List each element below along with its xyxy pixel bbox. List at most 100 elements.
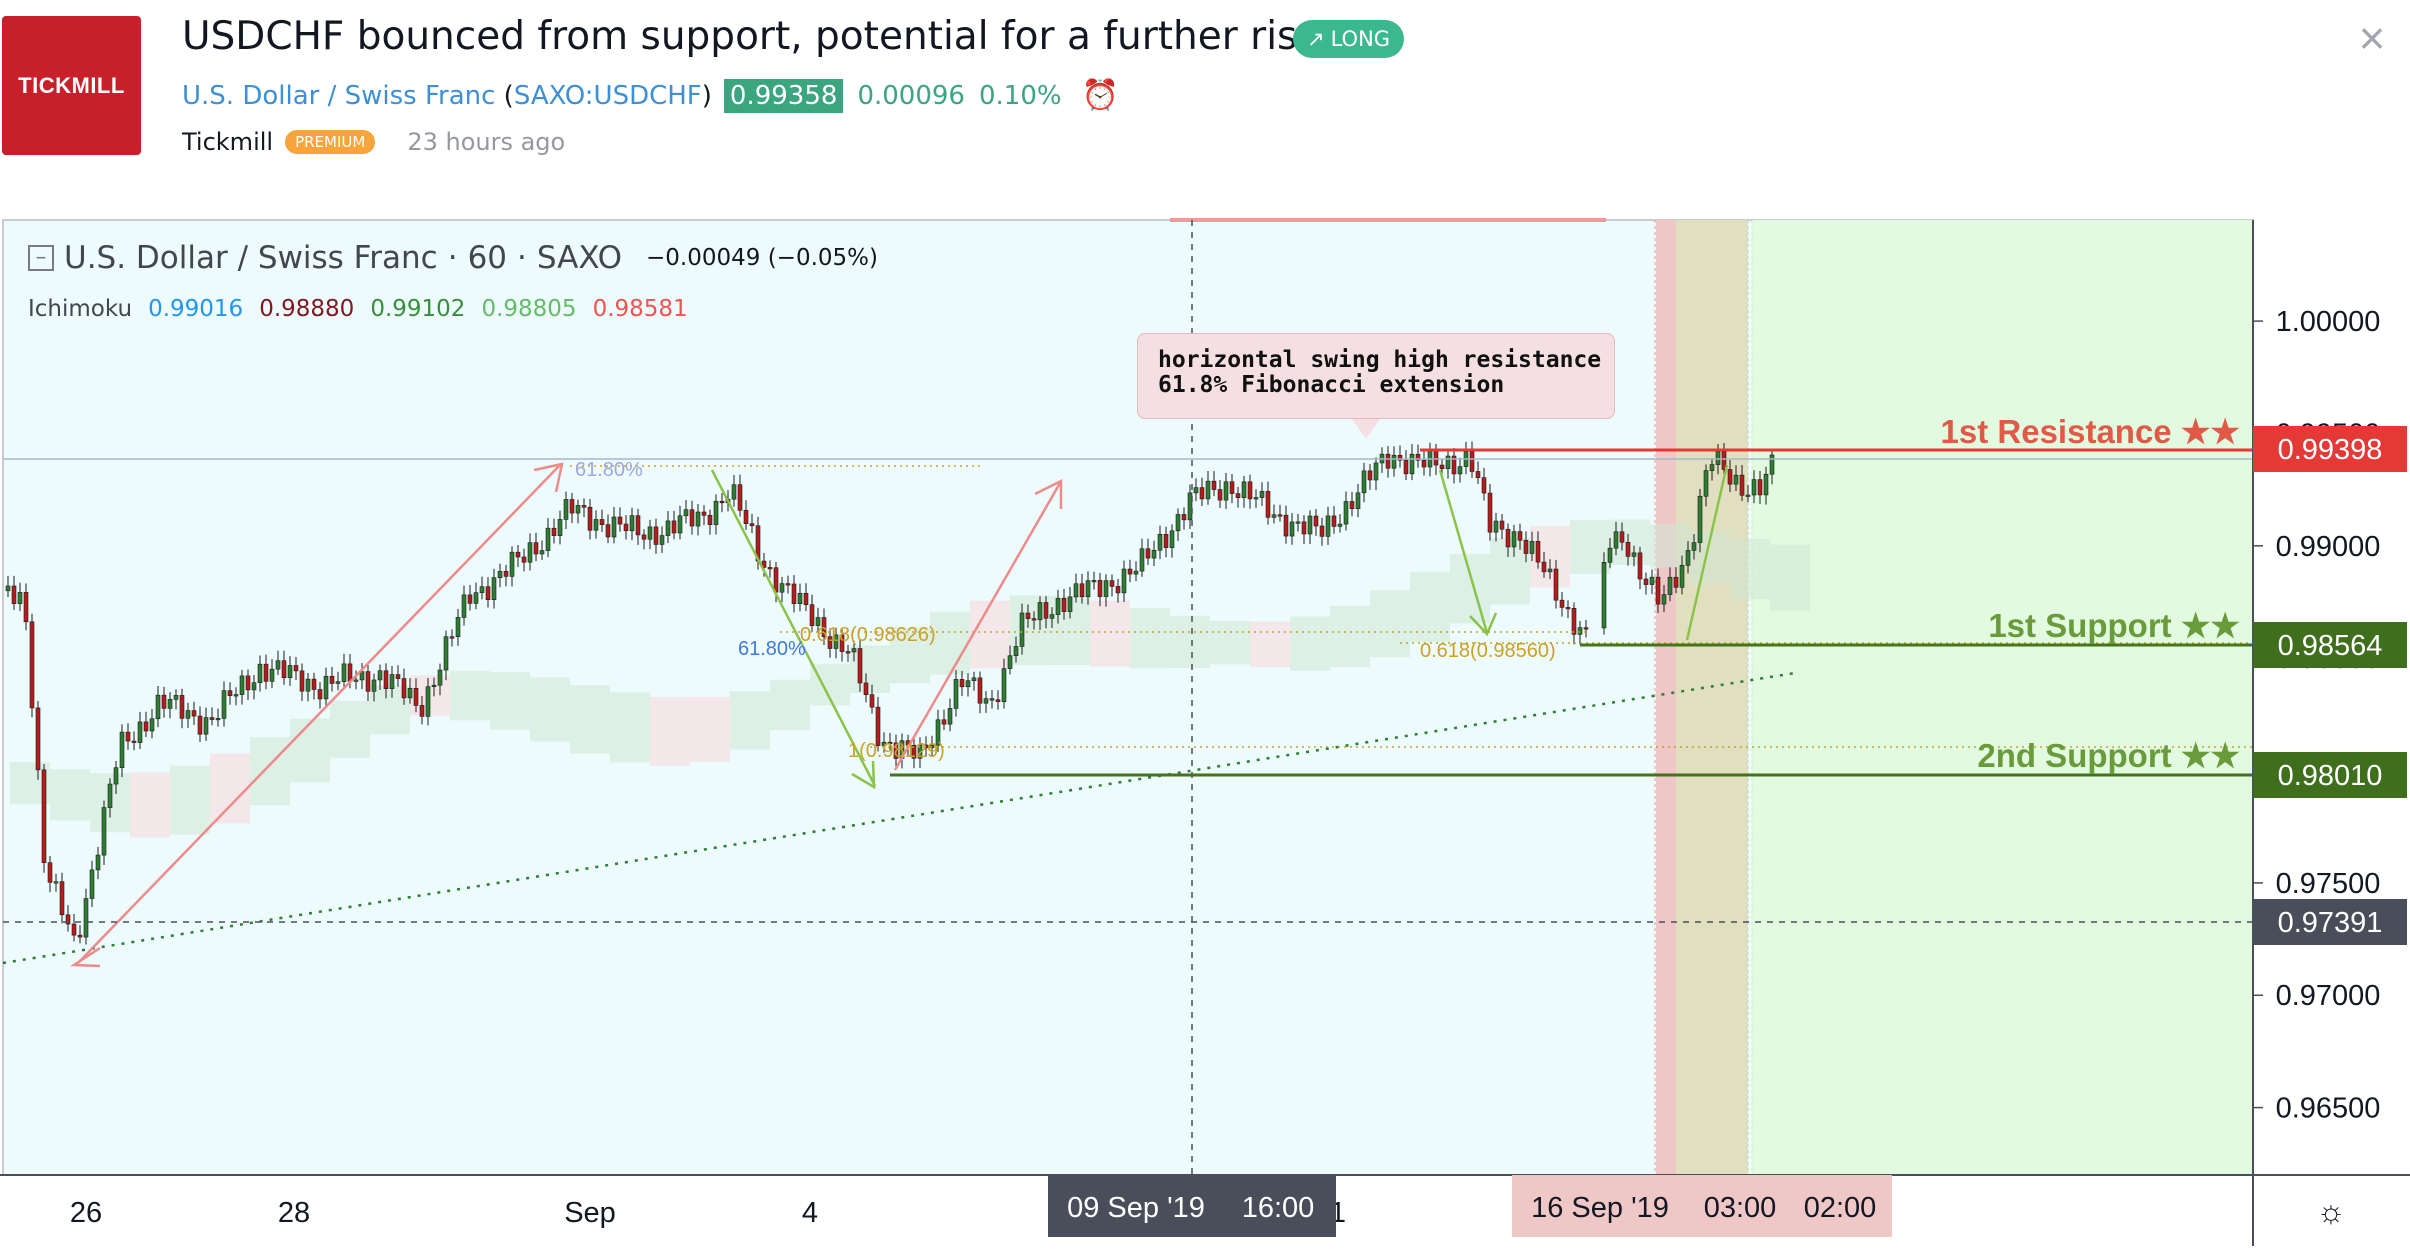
candle-body bbox=[1499, 520, 1505, 530]
gear-icon[interactable]: ☼ bbox=[2316, 1193, 2345, 1229]
candle-body bbox=[1343, 501, 1349, 525]
candle-body bbox=[1727, 469, 1733, 485]
y-tick-label: 1.00000 bbox=[2276, 306, 2381, 338]
candle-body bbox=[1511, 531, 1517, 548]
posted-time: 23 hours ago bbox=[407, 128, 566, 156]
cloud-segment bbox=[1650, 523, 1690, 568]
candle-body bbox=[1613, 531, 1619, 549]
candle-body bbox=[719, 500, 725, 504]
candle-body bbox=[1175, 514, 1181, 532]
rising-trendline bbox=[2, 671, 1796, 965]
green-arrow-1 bbox=[710, 469, 877, 787]
candle-body bbox=[533, 542, 539, 555]
close-icon[interactable]: × bbox=[2358, 12, 2386, 64]
candle-body bbox=[167, 699, 173, 709]
symbol-code-link[interactable]: SAXO:USDCHF bbox=[513, 80, 702, 111]
candle-body bbox=[491, 577, 497, 600]
candle-body bbox=[545, 527, 551, 551]
price-tag-resistance-text: 0.99398 bbox=[2278, 434, 2383, 466]
price-change: 0.00096 bbox=[857, 80, 965, 111]
x-highlight-crosshair: 09 Sep '19 16:00 bbox=[1048, 1175, 1336, 1237]
pink-arrow-1-head bbox=[533, 462, 564, 493]
candle-body bbox=[1253, 497, 1259, 500]
candle-body bbox=[1409, 453, 1415, 475]
cloud-segment bbox=[250, 737, 290, 806]
candle-body bbox=[1403, 459, 1409, 475]
candle-body bbox=[1187, 492, 1193, 521]
candle-body bbox=[971, 677, 977, 681]
chart-area[interactable]: 61.80% 61.80% 0.618(0.98626) 1(0.98129) … bbox=[0, 215, 2410, 1246]
long-badge: ↗ LONG bbox=[1293, 20, 1405, 58]
candle-body bbox=[257, 663, 263, 683]
legend-dot-2: · bbox=[517, 240, 527, 276]
candle-body bbox=[1019, 612, 1025, 647]
cloud-segment bbox=[490, 671, 530, 730]
candle-body bbox=[1517, 531, 1523, 541]
candle-body bbox=[1331, 515, 1337, 527]
indicator-value-2: 0.98880 bbox=[259, 296, 355, 322]
pink-arrow-2 bbox=[893, 482, 1062, 771]
indicator-name[interactable]: Ichimoku bbox=[28, 296, 133, 322]
candle-body bbox=[191, 710, 197, 717]
candle-body bbox=[1295, 521, 1301, 524]
collapse-legend-icon[interactable]: – bbox=[28, 245, 54, 271]
x-label-date: 09 Sep '19 bbox=[1067, 1192, 1205, 1224]
candle-body bbox=[647, 526, 653, 540]
candle-body bbox=[1625, 541, 1631, 557]
arrow-up-right-icon: ↗ bbox=[1307, 27, 1325, 51]
candle-body bbox=[731, 484, 737, 500]
symbol-name-link[interactable]: U.S. Dollar / Swiss Franc bbox=[182, 80, 496, 111]
alarm-clock-icon[interactable]: ⏰ bbox=[1081, 78, 1119, 113]
candle-body bbox=[389, 674, 395, 689]
candle-body bbox=[401, 678, 407, 699]
candle-body bbox=[23, 592, 29, 623]
cloud-segment bbox=[530, 677, 570, 742]
cloud-segment bbox=[450, 670, 490, 721]
candle-body bbox=[1391, 454, 1397, 469]
candle-body bbox=[53, 881, 59, 884]
x-label-time: 16:00 bbox=[1242, 1192, 1315, 1224]
pink-arrow-2-head bbox=[1034, 478, 1063, 509]
candle-body bbox=[5, 585, 11, 592]
candle-body bbox=[431, 684, 437, 688]
candle-body bbox=[17, 592, 23, 604]
candle-body bbox=[911, 744, 917, 759]
candle-body bbox=[1691, 542, 1697, 551]
cloud-segment bbox=[1490, 537, 1530, 605]
candle-body bbox=[1535, 541, 1541, 563]
candle-body bbox=[497, 571, 503, 578]
tickmill-logo[interactable]: TICKMILL bbox=[2, 16, 141, 155]
candle-body bbox=[1649, 576, 1655, 585]
candle-body bbox=[677, 515, 683, 534]
annotation-callout[interactable]: horizontal swing high resistance 61.8% F… bbox=[1137, 333, 1615, 419]
candle-body bbox=[149, 718, 155, 732]
chart-svg[interactable]: 61.80% 61.80% 0.618(0.98626) 1(0.98129) … bbox=[0, 215, 2410, 1246]
candle-body bbox=[1127, 568, 1133, 575]
candle-body bbox=[1247, 481, 1253, 500]
candle-body bbox=[1697, 495, 1703, 543]
candle-body bbox=[1049, 614, 1055, 619]
candle-body bbox=[521, 556, 527, 563]
candle-body bbox=[179, 695, 185, 719]
candle-body bbox=[1607, 547, 1613, 563]
candle-body bbox=[1013, 646, 1019, 657]
cloud-segment bbox=[170, 765, 210, 835]
candle-body bbox=[359, 671, 365, 681]
chart-legend: – U.S. Dollar / Swiss Franc · 60 · SAXO … bbox=[28, 240, 878, 276]
candle-body bbox=[611, 516, 617, 538]
candle-body bbox=[527, 542, 533, 563]
top-pink-marker bbox=[1170, 218, 1606, 222]
candle-body bbox=[695, 511, 701, 527]
candle-body bbox=[305, 678, 311, 692]
cloud-segment bbox=[1250, 621, 1290, 668]
candle-body bbox=[575, 505, 581, 514]
candle-body bbox=[1235, 493, 1241, 498]
indicator-value-5: 0.98581 bbox=[592, 296, 688, 322]
candle-body bbox=[11, 585, 17, 604]
candle-body bbox=[1301, 521, 1307, 535]
candle-body bbox=[1007, 655, 1013, 669]
candle-body bbox=[701, 511, 707, 516]
candle-body bbox=[461, 594, 467, 618]
cloud-segment bbox=[1730, 538, 1770, 600]
author-name[interactable]: Tickmill bbox=[182, 128, 274, 156]
